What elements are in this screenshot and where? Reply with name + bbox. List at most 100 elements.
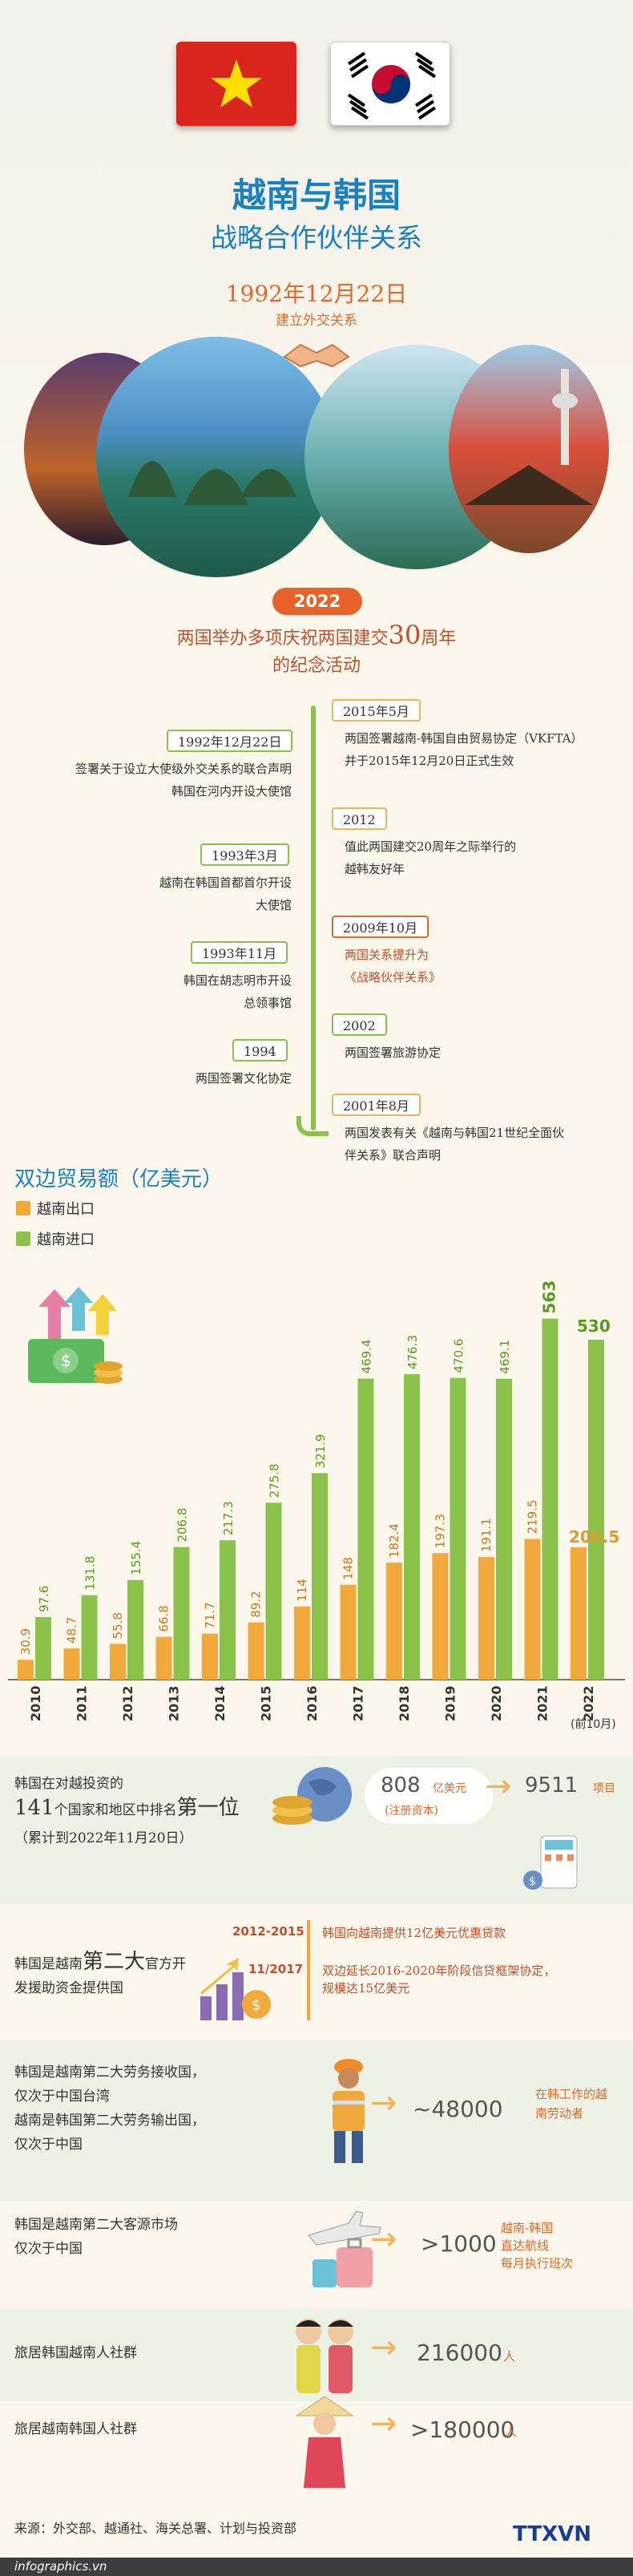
label-import-2010: 97.6 bbox=[37, 1586, 51, 1612]
label-export-2014: 71.7 bbox=[203, 1602, 217, 1628]
tick-2012: 2012 bbox=[120, 1685, 135, 1721]
chart-title: 双边贸易额（亿美元） bbox=[14, 1167, 224, 1191]
tick-2010: 2010 bbox=[28, 1685, 43, 1721]
legend-export-swatch bbox=[16, 1201, 30, 1215]
bar-import-2010 bbox=[35, 1616, 51, 1680]
oda-period-1: 2012-2015 bbox=[232, 1924, 304, 1939]
timeline-right-text-5: 两国发表有关《越南与韩国21世纪全面伙 伴关系》联合声明 bbox=[345, 1126, 565, 1163]
svg-text:$: $ bbox=[529, 1875, 536, 1888]
tick-2018: 2018 bbox=[397, 1685, 412, 1721]
timeline-left-date-3: 1993年11月 bbox=[191, 941, 288, 964]
timeline-right-date-5: 2001年8月 bbox=[332, 1094, 421, 1116]
label-export-2017: 148 bbox=[341, 1557, 356, 1580]
timeline-end bbox=[296, 1116, 329, 1136]
tick-2015: 2015 bbox=[259, 1685, 274, 1721]
label-import-2012: 155.4 bbox=[129, 1541, 143, 1575]
bar-export-2017 bbox=[340, 1584, 357, 1680]
site-footer: infographics.vn bbox=[0, 2558, 633, 2576]
capital-badge bbox=[365, 1768, 493, 1824]
tick-2011: 2011 bbox=[75, 1685, 90, 1721]
conical-hat-person-icon bbox=[292, 2393, 357, 2489]
calculator-icon: $ bbox=[521, 1832, 601, 1896]
label-import-2019: 470.6 bbox=[452, 1339, 466, 1373]
timeline-left-date-1: 1992年12月22日 bbox=[167, 730, 293, 752]
globe-coins-icon bbox=[268, 1762, 357, 1834]
kr-community-arrow-icon: → bbox=[370, 2405, 397, 2442]
svg-text:$: $ bbox=[252, 1997, 260, 2014]
tick-2020: 2020 bbox=[489, 1685, 504, 1721]
anniversary-year-badge: 2022 bbox=[272, 588, 362, 615]
bar-import-2012 bbox=[127, 1579, 143, 1680]
establish-date: 1992年12月22日 bbox=[225, 281, 408, 307]
establish-caption: 建立外交关系 bbox=[276, 313, 357, 329]
timeline-right-text-1: 两国签署越南-韩国自由贸易协定（VKFTA） 并于2015年12月20日正式生效 bbox=[345, 731, 583, 768]
vn-community-number: 216000 bbox=[417, 2339, 502, 2366]
bar-export-2015 bbox=[248, 1622, 264, 1680]
investment-line3: （累计到2022年11月20日） bbox=[14, 1830, 193, 1846]
handshake-icon bbox=[280, 333, 353, 373]
kr-community-unit: 人 bbox=[505, 2424, 518, 2439]
tick-2022: 2022 bbox=[581, 1685, 596, 1721]
bar-import-2018 bbox=[404, 1373, 420, 1680]
bar-import-2016 bbox=[312, 1473, 328, 1680]
projects-number: 9511 bbox=[525, 1773, 579, 1798]
label-import-2021: 563 bbox=[540, 1280, 559, 1314]
vn-community-arrow-icon: → bbox=[370, 2329, 397, 2366]
oda-text-1: 韩国向越南提供12亿美元优惠贷款 bbox=[322, 1926, 506, 1940]
label-export-2021: 219.5 bbox=[526, 1499, 540, 1534]
timeline-left-date-4: 1994 bbox=[232, 1039, 288, 1062]
kr-community-label: 旅居越南韩国人社群 bbox=[14, 2421, 137, 2437]
growth-chart-icon: $ bbox=[192, 1956, 280, 2028]
timeline-right-date-4: 2002 bbox=[332, 1013, 387, 1036]
vn-community-unit: 人 bbox=[503, 2349, 516, 2364]
labor-number: ~48000 bbox=[413, 2096, 503, 2122]
label-import-2016: 321.9 bbox=[313, 1434, 328, 1469]
label-import-2020: 469.1 bbox=[498, 1340, 512, 1374]
label-export-2019: 197.3 bbox=[433, 1514, 448, 1548]
bar-export-2021 bbox=[524, 1539, 541, 1680]
korea-flag bbox=[330, 42, 450, 126]
halong-bay-photo bbox=[96, 337, 337, 577]
tourism-note: 越南-韩国 直达航线 每月执行班次 bbox=[501, 2221, 574, 2271]
oda-label: 韩国是越南第二大官方开 发援助资金提供国 bbox=[14, 1950, 187, 1996]
tick-2017: 2017 bbox=[351, 1685, 366, 1721]
bar-import-2015 bbox=[265, 1502, 282, 1680]
label-import-2017: 469.4 bbox=[360, 1340, 374, 1374]
bar-export-2018 bbox=[386, 1563, 402, 1680]
label-export-2012: 55.8 bbox=[111, 1612, 125, 1639]
projects-unit: 项目 bbox=[593, 1782, 615, 1795]
capital-note: (注册资本) bbox=[385, 1805, 438, 1818]
tick-2013: 2013 bbox=[167, 1685, 182, 1721]
tick-2021: 2021 bbox=[535, 1685, 550, 1721]
label-export-2018: 182.4 bbox=[387, 1523, 401, 1558]
timeline-right-text-2: 值此两国建交20周年之际举行的 越韩友好年 bbox=[345, 839, 517, 876]
oda-text-2: 双边延长2016-2020年阶段信贷框架协定，规模达15亿美元 bbox=[322, 1963, 556, 1996]
kr-community-number: >180000 bbox=[410, 2416, 515, 2443]
label-import-2011: 131.8 bbox=[83, 1556, 98, 1591]
label-import-2013: 206.8 bbox=[175, 1508, 190, 1543]
capital-unit: 亿美元 bbox=[433, 1782, 466, 1795]
label-export-2010: 30.9 bbox=[18, 1628, 33, 1655]
oda-divider bbox=[307, 1920, 310, 2020]
tourism-text: 韩国是越南第二大客源市场 仅次于中国 bbox=[14, 2217, 178, 2257]
label-export-2022: 206.5 bbox=[569, 1527, 619, 1547]
labor-arrow-icon: → bbox=[370, 2085, 397, 2121]
tick-2014: 2014 bbox=[212, 1685, 228, 1721]
seoul-tower-photo bbox=[449, 345, 609, 553]
timeline-right-text-3: 两国关系提升为 《战略伙伴关系》 bbox=[345, 948, 441, 985]
legend-export-label: 越南出口 bbox=[37, 1201, 95, 1218]
bar-import-2022 bbox=[588, 1340, 604, 1680]
label-export-2016: 114 bbox=[295, 1579, 309, 1602]
labor-text: 韩国是越南第二大劳务接收国， 仅次于中国台湾 越南是韩国第二大劳务输出国， 仅次于中国 bbox=[14, 2064, 205, 2153]
bar-export-2014 bbox=[202, 1633, 218, 1680]
labor-note: 在韩工作的越 南劳动者 bbox=[535, 2087, 608, 2121]
label-export-2015: 89.2 bbox=[249, 1591, 264, 1617]
bar-export-2016 bbox=[294, 1606, 310, 1680]
labor-section bbox=[0, 2040, 633, 2201]
anniversary-text: 两国举办多项庆祝两国建交30周年 的纪念活动 bbox=[176, 620, 457, 676]
timeline-axis bbox=[311, 706, 316, 1130]
bar-import-2021 bbox=[542, 1318, 558, 1680]
label-import-2014: 217.3 bbox=[221, 1501, 236, 1535]
tick-2019: 2019 bbox=[443, 1685, 458, 1721]
page-title: 越南与韩国 bbox=[232, 176, 401, 215]
